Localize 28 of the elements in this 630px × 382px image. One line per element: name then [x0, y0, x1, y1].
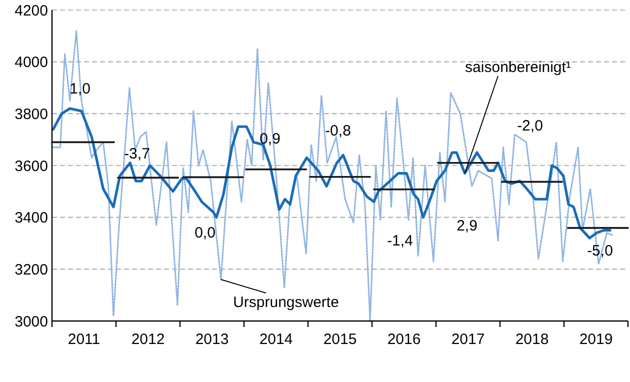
x-tick-label: 2012 — [131, 331, 165, 348]
y-tick-label: 3400 — [14, 210, 48, 227]
y-tick-label: 3200 — [14, 261, 48, 278]
x-tick-label: 2013 — [195, 331, 229, 348]
text: saisonbereinigt¹ — [465, 59, 571, 76]
annotation: 0,0 — [194, 224, 216, 242]
y-tick-label: 3000 — [14, 313, 48, 330]
annotation: -3,7 — [124, 145, 150, 162]
annotation: 2,9 — [456, 217, 478, 234]
annotation: -5,0 — [587, 242, 613, 260]
annotation: -1,4 — [387, 232, 413, 250]
y-tick-label: 3800 — [14, 106, 48, 123]
y-tick-label: 3600 — [14, 158, 48, 175]
x-tick-label: 2014 — [259, 331, 293, 348]
x-tick-label: 2019 — [579, 331, 613, 348]
series-label: Ursprungswerte — [233, 294, 339, 311]
x-tick-label: 2018 — [515, 331, 549, 348]
line-series — [52, 30, 614, 322]
x-tick-label: 2011 — [68, 331, 100, 348]
y-tick-label: 4000 — [14, 54, 48, 72]
y-tick-label: 4200 — [14, 2, 48, 20]
annotation: -2,0 — [517, 117, 543, 134]
x-tick-label: 2016 — [387, 331, 421, 348]
x-tick-label: 2017 — [451, 331, 485, 348]
annotation: 1,0 — [70, 80, 90, 98]
x-tick-label: 2015 — [323, 331, 357, 348]
annotation: 0,9 — [260, 130, 280, 148]
annotation: -0,8 — [325, 122, 351, 140]
